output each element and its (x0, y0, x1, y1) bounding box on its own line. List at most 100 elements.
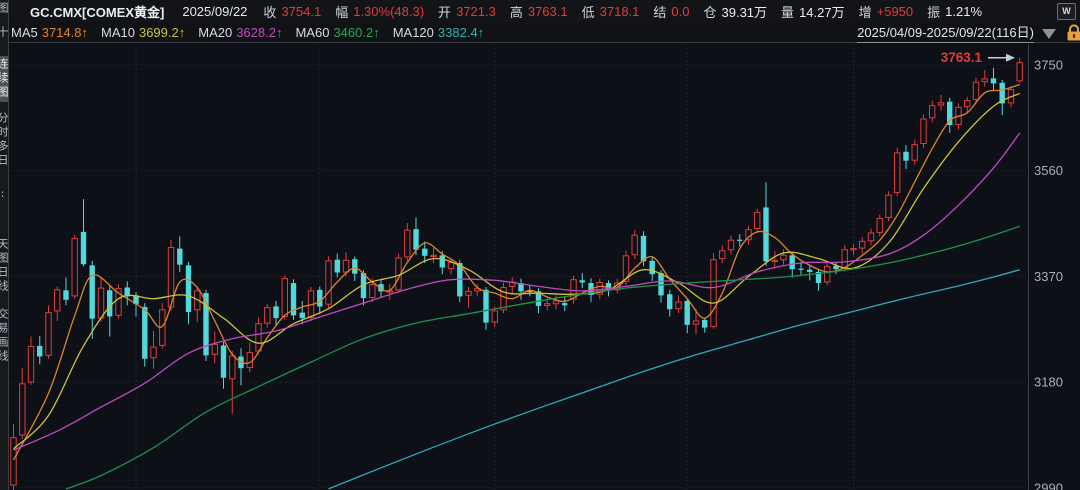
quote-field-label: 收 (263, 4, 277, 20)
candle-body-down (483, 289, 489, 323)
candle-body-up (97, 287, 105, 319)
quote-field-value: 3763.1 (527, 3, 568, 19)
sidebar-tab[interactable]: 十 (0, 26, 8, 40)
quote-header: GC.CMX[COMEX黄金] 2025/09/22 收 3754.1 幅 1.30%… (0, 0, 1080, 22)
candle-body-up (10, 437, 17, 486)
candle-body-down (815, 271, 822, 283)
candle-body-up (710, 259, 717, 327)
candle-body-up (727, 239, 735, 251)
quote-field: 收 3754.1 (263, 2, 321, 21)
y-axis-label: 3750 (1034, 58, 1063, 73)
candle-body-down (579, 280, 585, 283)
candle-body-up (754, 211, 761, 229)
candle-body-down (833, 265, 839, 270)
left-tab-strip[interactable]: 图十连续图分时多日 ∶ 天图日线交易画线 (0, 0, 9, 490)
ma5-line (12, 83, 1020, 461)
candle-body-up (911, 144, 918, 161)
candle-body-down (527, 290, 533, 293)
candle-body-up (596, 282, 603, 295)
candle-body-up (885, 194, 892, 218)
candle-body-down (990, 78, 997, 84)
candle-body-up (491, 310, 499, 323)
candle-body-down (605, 283, 612, 291)
quote-field-label: 开 (438, 4, 452, 20)
quote-field: 增 +5950 (859, 2, 914, 21)
ma-legend-item: MA10 3699.2↑ (101, 25, 185, 40)
quote-field-value: 3754.1 (281, 3, 322, 19)
ma-name: MA20 (198, 24, 233, 40)
candle-body-up (964, 100, 971, 108)
candle-body-up (447, 262, 455, 270)
quote-field: 高 3763.1 (510, 2, 568, 21)
candle-body-down (290, 283, 297, 316)
ma-name: MA120 (392, 24, 434, 40)
quote-field: 幅 1.30%(48.3) (335, 2, 424, 21)
sidebar-tab[interactable]: 分时多日 (0, 112, 8, 168)
candle-body-down (439, 255, 445, 268)
sidebar-tab[interactable]: 交易画线 (0, 308, 8, 364)
lock-icon[interactable] (1064, 23, 1080, 41)
window-badge-icon[interactable]: W (1057, 3, 1076, 20)
candle-body-up (465, 290, 472, 296)
quote-field: 低 3718.1 (582, 2, 640, 21)
candle-body-down (124, 287, 130, 297)
candle-body-up (719, 250, 726, 260)
quote-field: 开 3721.3 (438, 2, 496, 21)
candle-body-up (570, 279, 577, 300)
sidebar-tab[interactable]: ∶ (0, 188, 8, 204)
quote-field: 量 14.27万 (781, 2, 845, 21)
ma-name: MA10 (101, 24, 135, 40)
quote-field-value: 1.30%(48.3) (353, 3, 425, 19)
candle-body-down (518, 283, 524, 292)
candle-body-up (325, 260, 332, 305)
quote-field-label: 低 (581, 4, 595, 20)
candle-body-up (54, 289, 61, 312)
candle-body-up (552, 300, 560, 305)
ma-legend: MA5 3714.8↑ MA10 3699.2↑ MA20 3628.2↑ MA60 3460… (11, 25, 497, 40)
quote-field-value: 0.0 (671, 3, 690, 19)
ma-toolbar: MA5 3714.8↑ MA10 3699.2↑ MA20 3628.2↑ MA60 3460… (0, 22, 1080, 43)
candle-body-up (859, 240, 866, 249)
quote-field-label: 高 (509, 4, 523, 20)
caret-down-icon[interactable] (1042, 28, 1056, 39)
candle-body-up (841, 249, 848, 269)
candle-body-up (544, 303, 551, 306)
quote-field-value: 3721.3 (456, 3, 496, 19)
candle-body-down (413, 229, 419, 250)
candle-body-down (649, 260, 655, 275)
quote-field-value: 1.21% (945, 3, 983, 19)
candle-body-up (631, 234, 638, 256)
ma-value: 3699.2↑ (138, 24, 186, 40)
candle-body-down (317, 289, 323, 307)
candle-body-down (562, 303, 568, 306)
sidebar-tab[interactable]: 天图日线 (0, 238, 8, 294)
candlestick-chart[interactable]: 3750 3560 3370 3180 2990 3763.1 (0, 44, 1080, 490)
candle-body-down (185, 265, 192, 312)
ma20-line (13, 132, 1021, 451)
ma-value: 3460.2↑ (333, 24, 380, 40)
ma-name: MA5 (11, 24, 38, 40)
quote-field: 振 1.21% (927, 2, 982, 21)
quote-field-label: 振 (927, 4, 941, 20)
quote-field: 结 0.0 (653, 2, 689, 21)
quote-field-label: 增 (858, 4, 872, 20)
candle-body-down (299, 312, 305, 319)
sidebar-tab[interactable]: 连续图 (0, 56, 8, 102)
ma-name: MA60 (295, 24, 330, 40)
ma120-line (328, 269, 1020, 490)
candle-body-up (500, 287, 507, 311)
ma-value: 3382.4↑ (437, 24, 485, 40)
candle-body-up (850, 248, 857, 251)
trade-date: 2025/09/22 (182, 3, 248, 19)
sidebar-tab[interactable]: 图 (0, 2, 8, 16)
chart-area[interactable]: 3750 3560 3370 3180 2990 3763.1 (0, 44, 1080, 490)
candle-body-up (211, 343, 219, 355)
candle-body-down (203, 293, 209, 356)
candle-body-down (133, 295, 139, 305)
candle-body-up (115, 288, 122, 316)
candle-body-down (63, 290, 69, 300)
candle-body-down (999, 82, 1005, 104)
candle-body-up (229, 355, 236, 380)
candle-body-down (422, 248, 428, 256)
date-range-selector[interactable]: 2025/04/09-2025/09/22(116日) (857, 22, 1034, 43)
